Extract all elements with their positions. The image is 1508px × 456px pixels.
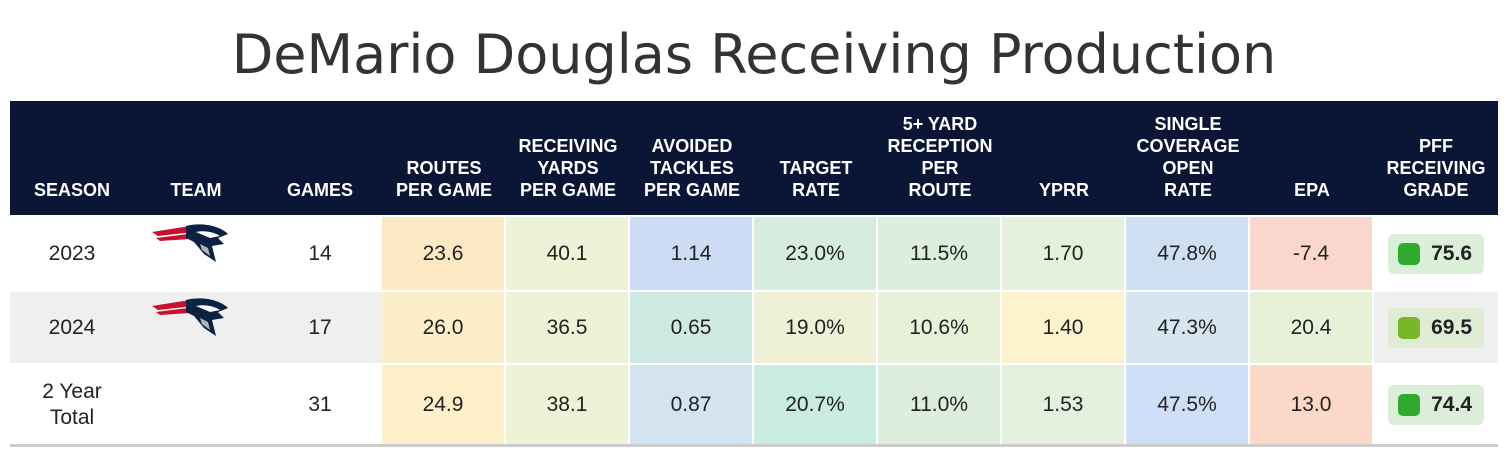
- cell-target-rate: 23.0%: [754, 217, 876, 290]
- cell-team: [134, 292, 258, 363]
- cell-season: 2 Year Total: [10, 365, 134, 444]
- grade-badge: 75.6: [1388, 233, 1484, 274]
- table-row: 2023 14 23.6 40.1 1.14 23.0% 11.5% 1.70 47.8% -7.…: [10, 217, 1498, 290]
- table-header: SEASON TEAM GAMES ROUTES PER GAME RECEIVING …: [10, 101, 1498, 215]
- cell-season: 2024: [10, 292, 134, 363]
- cell-routes-per-game: 26.0: [382, 292, 504, 363]
- patriots-logo-icon: [150, 296, 230, 345]
- patriots-logo-icon: [150, 222, 230, 271]
- cell-avoided-tackles-per-game: 0.65: [630, 292, 752, 363]
- header-target-rate: TARGET RATE: [779, 158, 853, 200]
- cell-team: [134, 365, 258, 444]
- cell-single-coverage-open-rate: 47.8%: [1126, 217, 1248, 290]
- header-yprr: YPRR: [1038, 180, 1089, 200]
- table-bottom-border: [10, 444, 1498, 447]
- header-team: TEAM: [170, 180, 222, 200]
- page-title: DeMario Douglas Receiving Production: [231, 23, 1277, 86]
- cell-pff-receiving-grade: 75.6: [1374, 217, 1498, 290]
- cell-receiving-yards-per-game: 36.5: [506, 292, 628, 363]
- grade-badge: 69.5: [1388, 307, 1484, 348]
- cell-team: [134, 217, 258, 290]
- grade-indicator-icon: [1398, 316, 1420, 339]
- grade-value: 69.5: [1431, 315, 1472, 339]
- cell-epa: 20.4: [1250, 292, 1372, 363]
- cell-routes-per-game: 23.6: [382, 217, 504, 290]
- header-games: GAMES: [286, 180, 353, 200]
- cell-pff-receiving-grade: 69.5: [1374, 292, 1498, 363]
- cell-five-yard-reception-per-route: 11.0%: [878, 365, 1000, 444]
- header-receiving-yards-per-game: RECEIVING YARDS PER GAME: [518, 136, 618, 200]
- cell-games: 17: [258, 292, 382, 363]
- header-season: SEASON: [33, 180, 111, 200]
- cell-epa: 13.0: [1250, 365, 1372, 444]
- cell-season: 2023: [10, 217, 134, 290]
- grade-value: 75.6: [1431, 241, 1472, 265]
- header-avoided-tackles-per-game: AVOIDED TACKLES PER GAME: [643, 136, 740, 200]
- grade-indicator-icon: [1398, 242, 1420, 265]
- cell-single-coverage-open-rate: 47.5%: [1126, 365, 1248, 444]
- cell-routes-per-game: 24.9: [382, 365, 504, 444]
- header-pff-receiving-grade: PFF RECEIVING GRADE: [1386, 136, 1486, 200]
- header-routes-per-game: ROUTES PER GAME: [395, 158, 492, 200]
- grade-value: 74.4: [1431, 392, 1472, 416]
- cell-epa: -7.4: [1250, 217, 1372, 290]
- cell-avoided-tackles-per-game: 1.14: [630, 217, 752, 290]
- cell-games: 14: [258, 217, 382, 290]
- header-five-yard-reception-per-route: 5+ YARD RECEPTION PER ROUTE: [887, 114, 993, 200]
- cell-target-rate: 19.0%: [754, 292, 876, 363]
- grade-badge: 74.4: [1388, 384, 1484, 425]
- grade-indicator-icon: [1398, 393, 1420, 416]
- cell-avoided-tackles-per-game: 0.87: [630, 365, 752, 444]
- cell-target-rate: 20.7%: [754, 365, 876, 444]
- cell-receiving-yards-per-game: 38.1: [506, 365, 628, 444]
- cell-yprr: 1.40: [1002, 292, 1124, 363]
- cell-pff-receiving-grade: 74.4: [1374, 365, 1498, 444]
- cell-games: 31: [258, 365, 382, 444]
- cell-single-coverage-open-rate: 47.3%: [1126, 292, 1248, 363]
- cell-five-yard-reception-per-route: 10.6%: [878, 292, 1000, 363]
- cell-yprr: 1.53: [1002, 365, 1124, 444]
- table-row: 2024 17 26.0 36.5 0.65 19.0% 10.6% 1.40 47.3% 20.…: [10, 292, 1498, 363]
- table-row: 2 Year Total 31 24.9 38.1 0.87 20.7% 11.0% 1.53…: [10, 365, 1498, 444]
- cell-receiving-yards-per-game: 40.1: [506, 217, 628, 290]
- cell-five-yard-reception-per-route: 11.5%: [878, 217, 1000, 290]
- header-epa: EPA: [1294, 180, 1330, 200]
- header-single-coverage-open-rate: SINGLE COVERAGE OPEN RATE: [1136, 114, 1240, 200]
- cell-yprr: 1.70: [1002, 217, 1124, 290]
